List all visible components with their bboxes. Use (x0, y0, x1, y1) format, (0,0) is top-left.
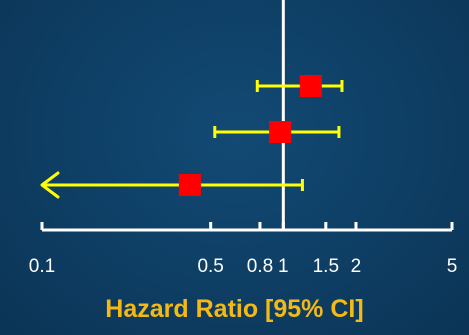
x-tick-label: 1.5 (313, 256, 339, 277)
x-tick-label: 2 (351, 256, 362, 277)
x-tick-label: 0.8 (247, 256, 273, 277)
ci-arrow-left (40, 171, 60, 199)
x-tick-label: 0.1 (29, 256, 55, 277)
x-tick-label: 5 (447, 256, 458, 277)
hr-point (269, 121, 292, 143)
hr-point (299, 75, 322, 97)
x-tick-label: 1 (278, 256, 289, 277)
x-axis-title: Hazard Ratio [95% CI] (105, 295, 364, 323)
plot-area: 0.1 0.5 0.8 1 1.5 2 5 (29, 0, 458, 277)
hr-point (178, 174, 201, 196)
x-tick-label: 0.5 (197, 256, 223, 277)
